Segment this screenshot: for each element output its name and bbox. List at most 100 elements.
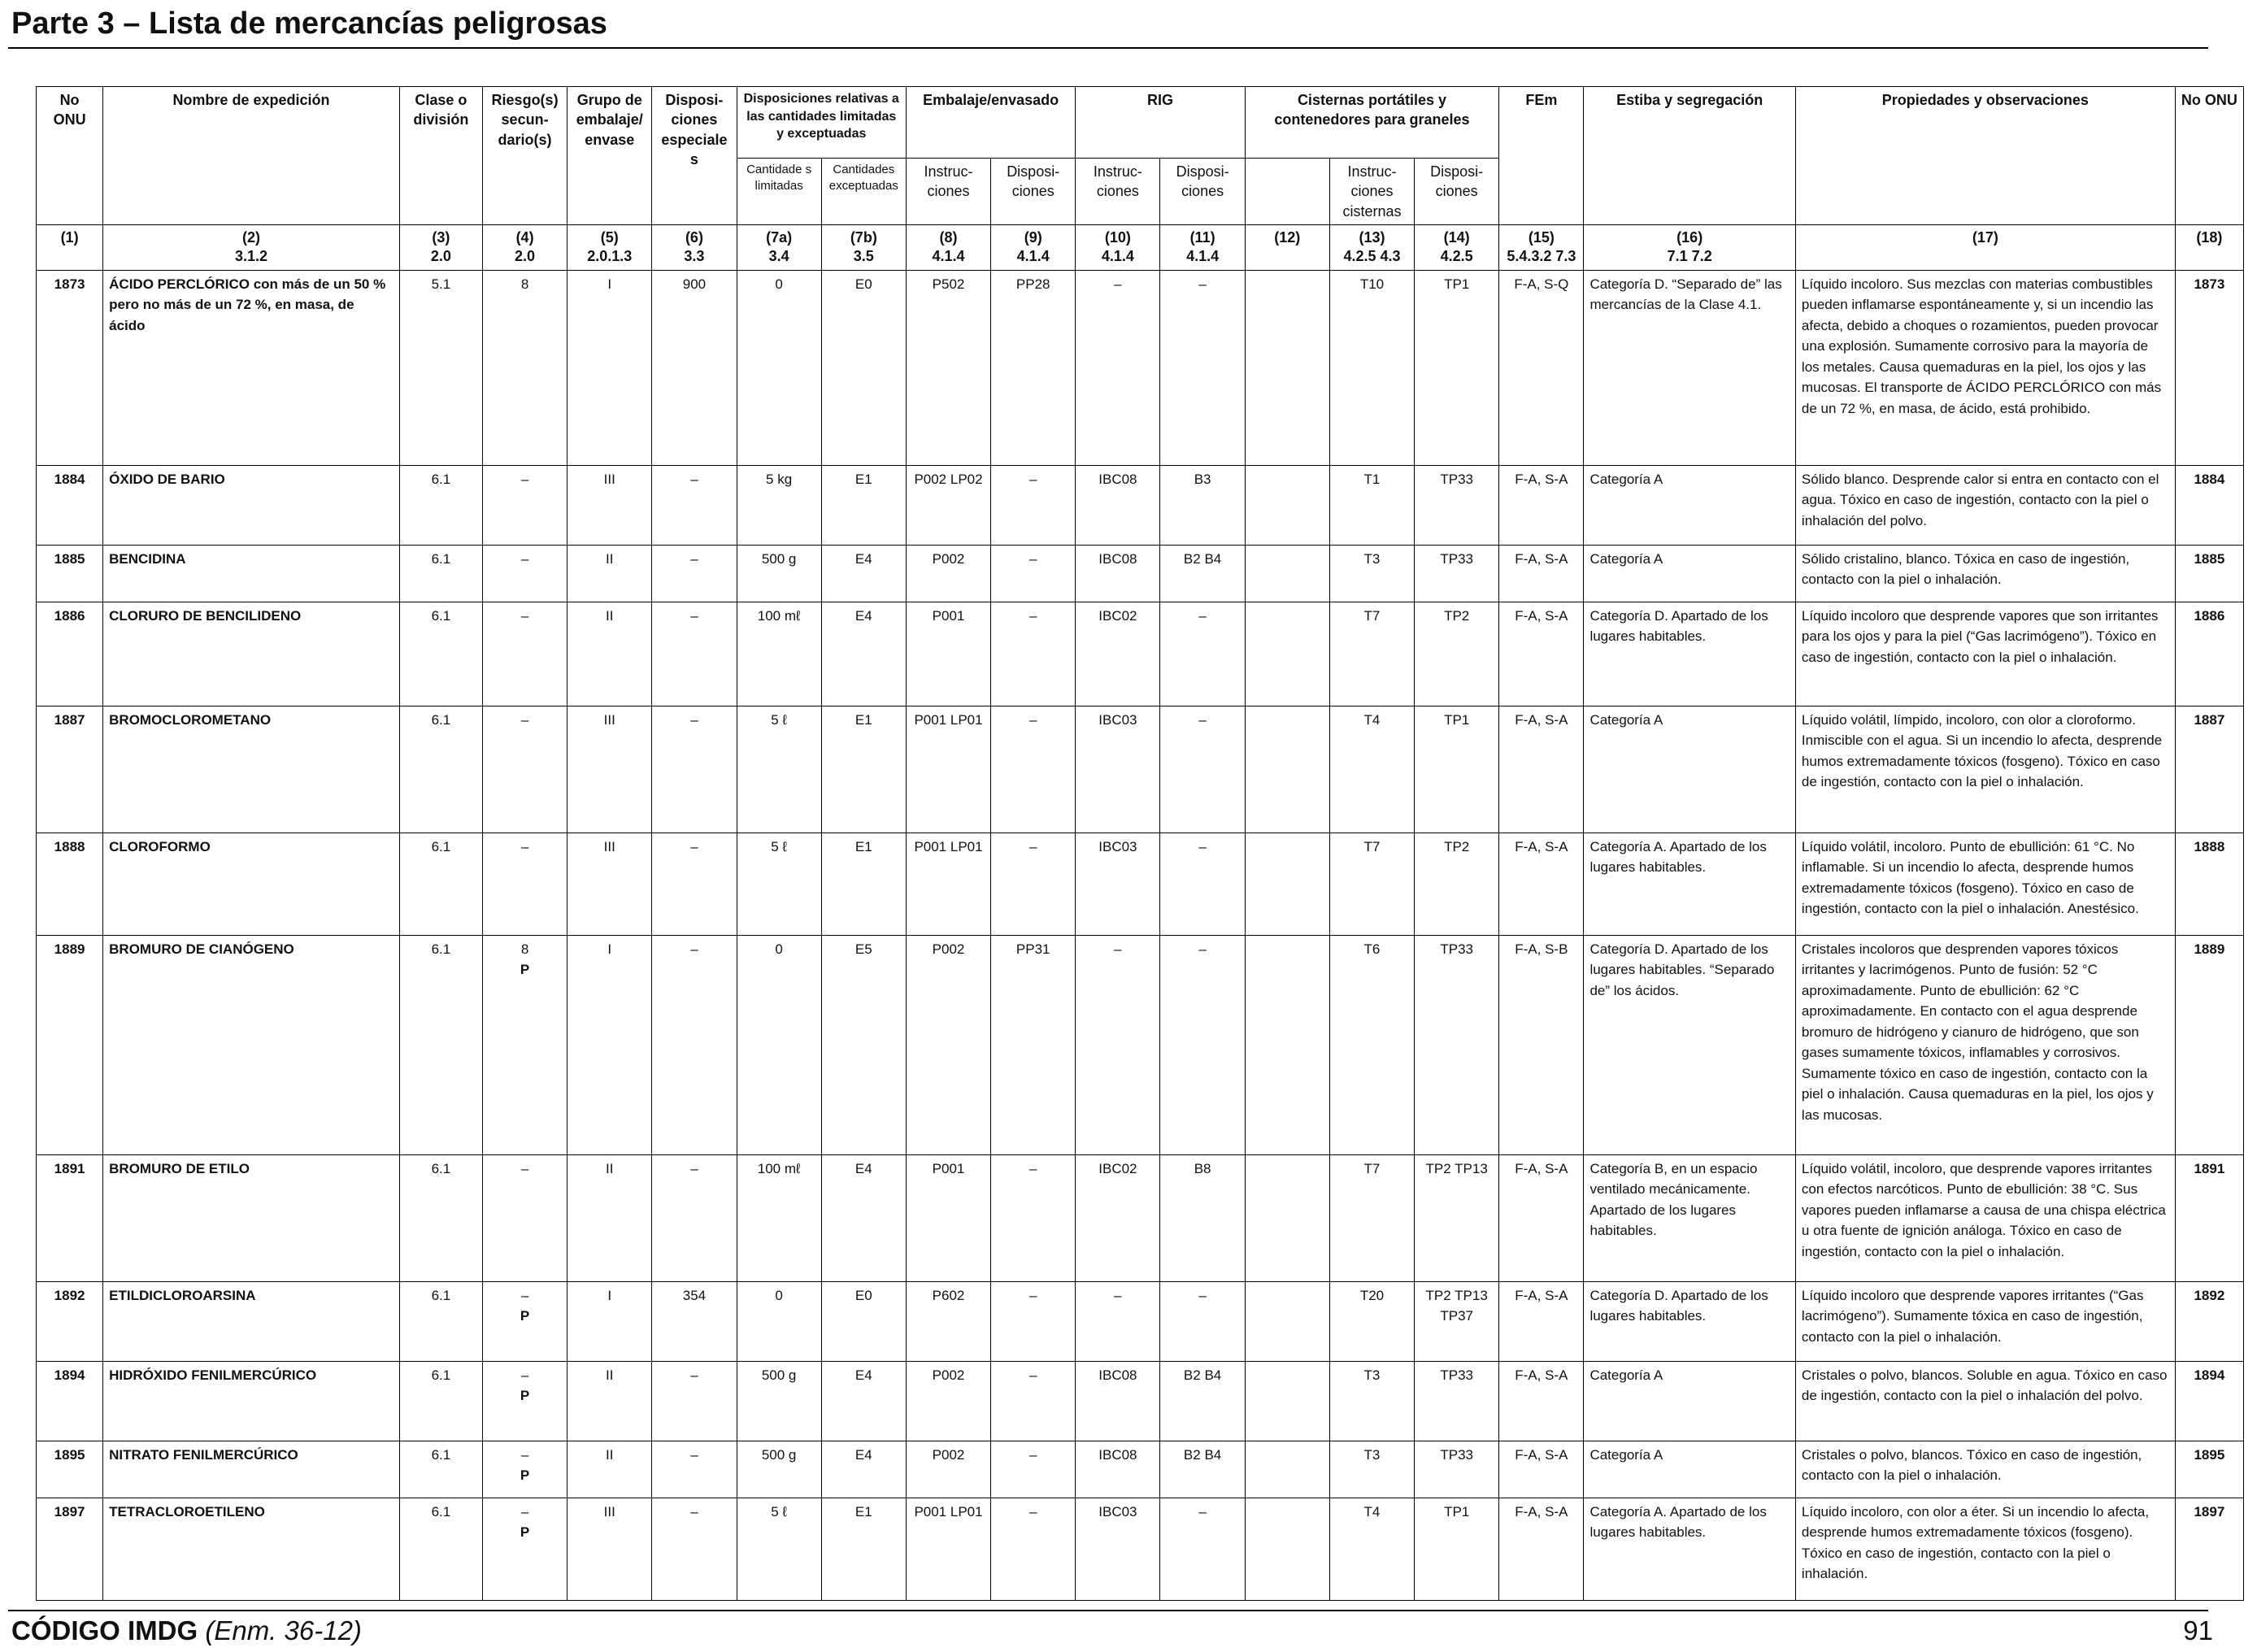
column-12 xyxy=(1244,705,1330,833)
col-cisternas-disposiciones: Disposi-ciones xyxy=(1414,158,1500,225)
class-text: 6.1 xyxy=(431,1503,451,1519)
class: 6.1 xyxy=(398,1360,483,1441)
stowage-text: Categoría B, en un espacio ventilado mec… xyxy=(1589,1160,1758,1239)
stowage: Categoría A xyxy=(1583,464,1796,546)
packing-provision-text: PP28 xyxy=(1015,276,1050,292)
properties: Cristales o polvo, blancos. Tóxico en ca… xyxy=(1794,1440,2176,1498)
un-number: 1885 xyxy=(35,544,104,602)
un-number-right: 1892 xyxy=(2174,1280,2245,1362)
shipping-name: ÁCIDO PERCLÓRICO con más de un 50 % pero… xyxy=(102,269,400,466)
un-number: 1891 xyxy=(35,1154,104,1282)
tank-instruction-text: T7 xyxy=(1363,1160,1381,1176)
properties: Líquido volátil, límpido, incoloro, con … xyxy=(1794,705,2176,833)
packing-provision: – xyxy=(990,1497,1076,1601)
column-12 xyxy=(1244,464,1330,546)
excepted-quantity: E1 xyxy=(820,832,907,936)
limited-quantity-text: 5 kg xyxy=(766,471,793,487)
special-provisions: – xyxy=(651,1154,737,1282)
packing-provision: – xyxy=(990,1360,1076,1441)
limited-quantity: 5 ℓ xyxy=(736,832,822,936)
un-number-text: 1897 xyxy=(54,1503,85,1519)
packing-provision: – xyxy=(990,464,1076,546)
un-number: 1892 xyxy=(35,1280,104,1362)
packing-group: III xyxy=(567,1497,653,1601)
packing-group: I xyxy=(567,269,653,466)
limited-quantity: 500 g xyxy=(736,1360,822,1441)
ref-section: 2.0 xyxy=(430,248,451,265)
excepted-quantity: E4 xyxy=(820,1360,907,1441)
packing-group-text: I xyxy=(607,1287,612,1303)
special-provisions: – xyxy=(651,832,737,936)
col-cantidades-limitadas: Cantidade s limitadas xyxy=(736,158,822,225)
ibc-provision-text: – xyxy=(1198,1503,1207,1519)
tank-provision-text: TP1 xyxy=(1444,1503,1470,1519)
un-number: 1887 xyxy=(35,705,104,833)
ems-text: F-A, S-A xyxy=(1515,1367,1568,1383)
shipping-name: NITRATO FENILMERCÚRICO xyxy=(102,1440,400,1498)
marine-pollutant-mark: P xyxy=(520,1524,530,1541)
ref-section: 4.1.4 xyxy=(932,248,965,265)
class-text: 5.1 xyxy=(431,276,451,292)
stowage-text: Categoría A xyxy=(1589,550,1663,567)
un-number-right: 1889 xyxy=(2174,934,2245,1155)
special-provisions-text: – xyxy=(690,550,698,567)
un-number-text: 1885 xyxy=(54,550,85,567)
un-number-right: 1886 xyxy=(2174,601,2245,706)
ref-cell: (7b) 3.5 xyxy=(820,224,907,271)
class: 6.1 xyxy=(398,601,483,706)
class: 6.1 xyxy=(398,1154,483,1282)
ibc-provision-text: B3 xyxy=(1194,471,1211,487)
ibc-instruction-text: IBC08 xyxy=(1098,471,1137,487)
column-12 xyxy=(1244,1360,1330,1441)
tank-instruction-text: T6 xyxy=(1363,941,1381,957)
tank-instruction: T4 xyxy=(1329,1497,1416,1601)
limited-quantity-text: 500 g xyxy=(761,550,797,567)
tank-instruction-text: T4 xyxy=(1363,711,1381,728)
col-nombre: Nombre de expedición xyxy=(102,86,400,225)
shipping-name: ETILDICLOROARSINA xyxy=(102,1280,400,1362)
tank-provision: TP2 xyxy=(1414,832,1500,936)
tank-instruction: T3 xyxy=(1329,1360,1416,1441)
un-number-right-text: 1887 xyxy=(2194,711,2225,728)
class: 6.1 xyxy=(398,832,483,936)
limited-quantity: 100 mℓ xyxy=(736,601,822,706)
tank-instruction: T7 xyxy=(1329,601,1416,706)
packing-instruction-text: P001 xyxy=(932,1160,965,1176)
properties-text: Sólido cristalino, blanco. Tóxica en cas… xyxy=(1801,550,2130,588)
class-text: 6.1 xyxy=(431,471,451,487)
special-provisions-text: – xyxy=(690,711,698,728)
special-provisions: – xyxy=(651,1497,737,1601)
un-number-text: 1895 xyxy=(54,1446,85,1463)
ems-text: F-A, S-A xyxy=(1515,1446,1568,1463)
class: 6.1 xyxy=(398,705,483,833)
column-12 xyxy=(1244,1440,1330,1498)
tank-instruction-text: T3 xyxy=(1363,1446,1381,1463)
packing-instruction: P001 LP01 xyxy=(905,832,992,936)
properties-text: Líquido volátil, incoloro, que desprende… xyxy=(1801,1160,2166,1259)
table-row: 1888 CLOROFORMO 6.1 – III – 5 ℓ E1 P001 LP01 – IBC… xyxy=(35,832,2245,936)
excepted-quantity-text: E0 xyxy=(855,276,872,292)
subsidiary-risk-text: – xyxy=(520,607,529,624)
column-12 xyxy=(1244,544,1330,602)
ibc-provision-text: – xyxy=(1198,276,1207,292)
ibc-instruction: IBC08 xyxy=(1075,544,1161,602)
tank-provision-text: TP33 xyxy=(1440,550,1473,567)
packing-group-text: III xyxy=(603,1503,615,1519)
special-provisions-text: – xyxy=(690,607,698,624)
header-rule xyxy=(8,47,2208,49)
ref-number: (13) xyxy=(1359,229,1385,246)
packing-provision: – xyxy=(990,1280,1076,1362)
stowage-text: Categoría A xyxy=(1589,1367,1663,1383)
packing-provision-text: – xyxy=(1028,607,1037,624)
stowage: Categoría A xyxy=(1583,1360,1796,1441)
class: 6.1 xyxy=(398,934,483,1155)
stowage-text: Categoría A xyxy=(1589,711,1663,728)
limited-quantity-text: 500 g xyxy=(761,1367,797,1383)
special-provisions-text: – xyxy=(690,838,698,854)
ref-number: (6) xyxy=(685,229,703,246)
shipping-name-text: HIDRÓXIDO FENILMERCÚRICO xyxy=(109,1367,317,1383)
excepted-quantity: E1 xyxy=(820,705,907,833)
tank-provision-text: TP33 xyxy=(1440,941,1473,957)
un-number-text: 1887 xyxy=(54,711,85,728)
ibc-instruction-text: – xyxy=(1114,941,1122,957)
